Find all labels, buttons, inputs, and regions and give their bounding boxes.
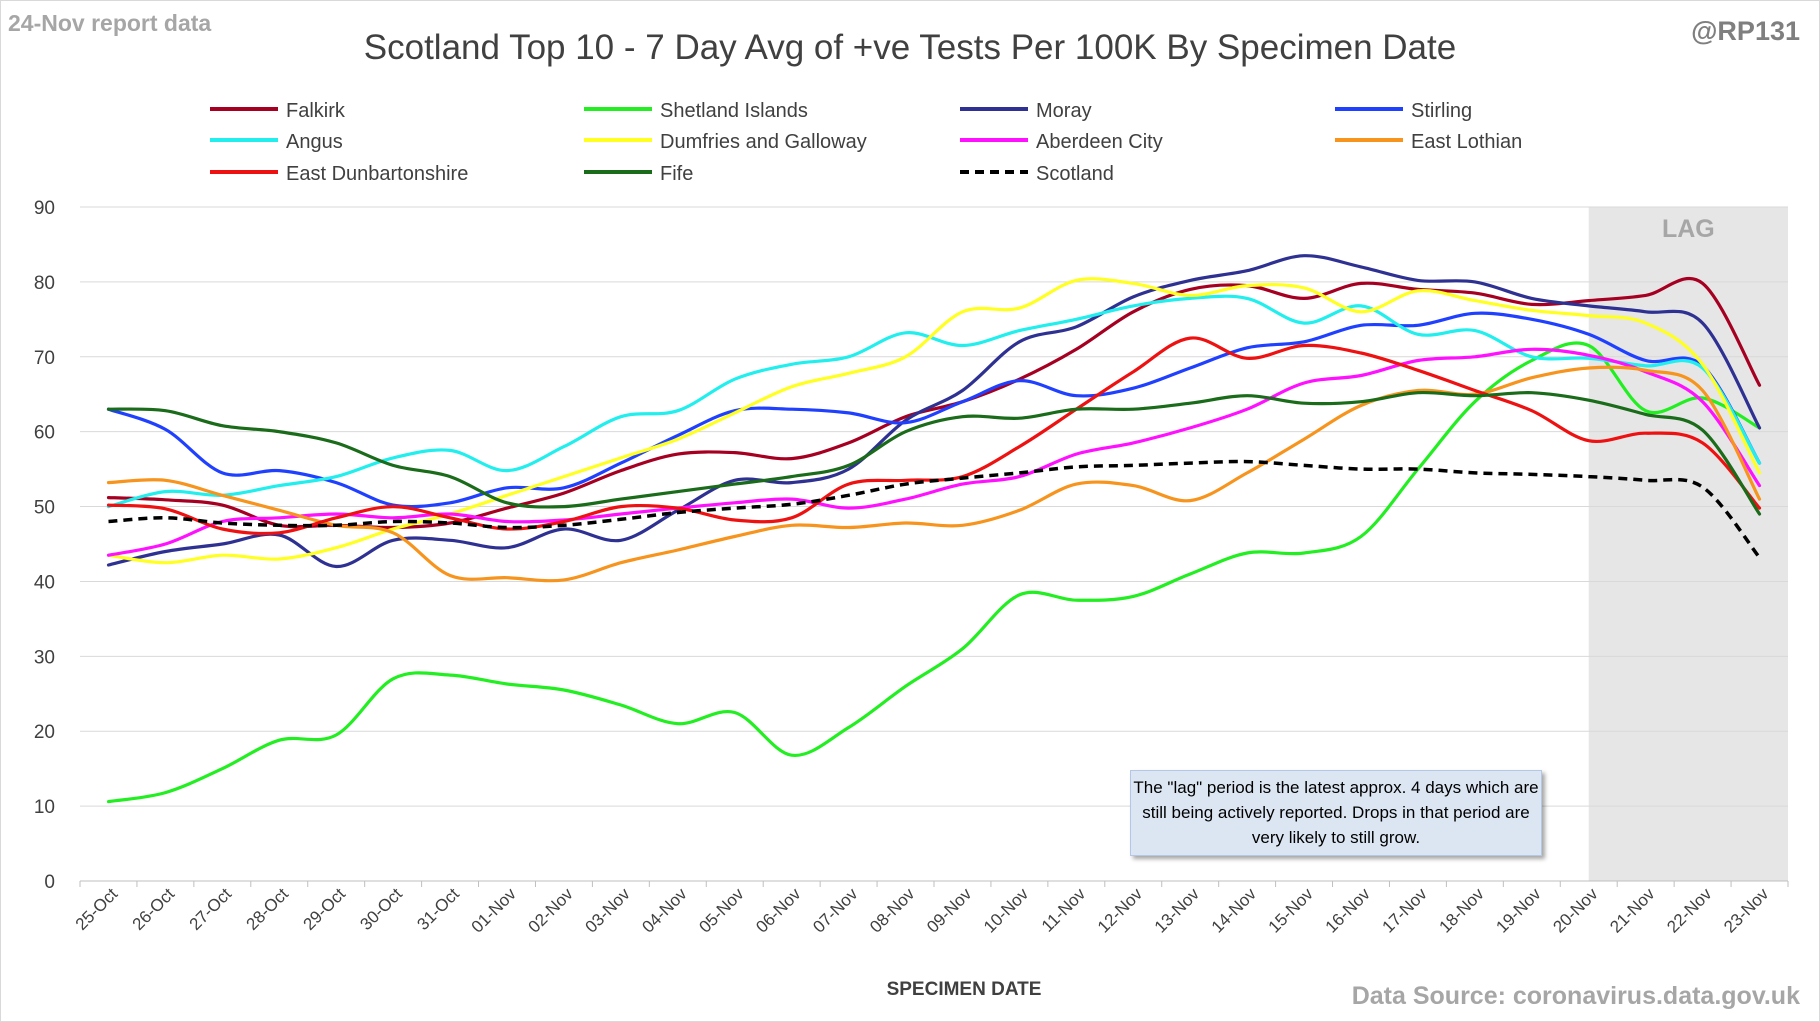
series-line-aberdeen-city [106, 347, 1762, 557]
x-tick-label: 15-Nov [1265, 884, 1318, 937]
x-tick-label: 07-Nov [809, 884, 862, 937]
x-tick-label: 09-Nov [923, 884, 976, 937]
y-tick-label: 10 [34, 797, 55, 818]
x-tick-label: 25-Oct [72, 884, 122, 934]
series-line-dumfries-and-galloway [106, 277, 1762, 565]
x-tick-label: 12-Nov [1094, 884, 1147, 937]
x-tick-label: 28-Oct [243, 884, 293, 934]
x-tick-label: 19-Nov [1492, 884, 1545, 937]
series-line-angus [106, 294, 1762, 509]
y-tick-label: 70 [34, 348, 55, 369]
legend-label-fife: Fife [660, 163, 693, 185]
x-tick-label: 26-Oct [129, 884, 179, 934]
x-tick-label: 18-Nov [1436, 884, 1489, 937]
x-tick-label: 29-Oct [300, 884, 350, 934]
legend-label-scotland: Scotland [1036, 163, 1114, 185]
y-tick-label: 90 [34, 198, 55, 219]
legend-label-east-lothian: East Lothian [1411, 131, 1522, 153]
legend-label-moray: Moray [1036, 100, 1092, 122]
x-tick-label: 11-Nov [1038, 884, 1090, 936]
legend-label-stirling: Stirling [1411, 100, 1472, 122]
x-tick-label: 16-Nov [1322, 884, 1375, 937]
x-tick-label: 01-Nov [468, 884, 521, 937]
x-tick-label: 23-Nov [1720, 884, 1773, 937]
y-tick-label: 30 [34, 647, 55, 668]
series-line-east-lothian [106, 365, 1762, 583]
lag-label: LAG [1662, 215, 1715, 243]
series-line-fife [106, 390, 1762, 516]
x-tick-label: 31-Oct [413, 884, 463, 934]
legend-label-angus: Angus [286, 131, 343, 153]
legend-label-east-dunbartonshire: East Dunbartonshire [286, 163, 468, 185]
x-tick-label: 10-Nov [980, 884, 1033, 937]
legend-label-dumfries-and-galloway: Dumfries and Galloway [660, 131, 867, 153]
series-line-moray [106, 254, 1762, 569]
x-tick-label: 05-Nov [695, 884, 748, 937]
legend-label-shetland-islands: Shetland Islands [660, 100, 808, 122]
y-tick-label: 20 [34, 722, 55, 743]
report-date-label: 24-Nov report data [8, 10, 212, 36]
x-tick-label: 04-Nov [638, 884, 691, 937]
x-tick-label: 22-Nov [1663, 884, 1716, 937]
x-tick-label: 21-Nov [1606, 884, 1659, 937]
data-source-label: Data Source: coronavirus.data.gov.uk [1351, 982, 1800, 1010]
x-tick-label: 13-Nov [1151, 884, 1204, 937]
x-tick-label: 02-Nov [525, 884, 578, 937]
series-line-stirling [106, 311, 1762, 509]
x-tick-label: 06-Nov [752, 884, 805, 937]
legend-label-aberdeen-city: Aberdeen City [1036, 131, 1163, 153]
y-tick-label: 50 [34, 498, 55, 519]
y-tick-label: 60 [34, 423, 55, 444]
y-tick-label: 0 [44, 872, 55, 893]
x-tick-label: 27-Oct [186, 884, 236, 934]
x-tick-label: 20-Nov [1549, 884, 1602, 937]
y-tick-label: 40 [34, 572, 55, 593]
series-line-shetland-islands [106, 341, 1762, 804]
lag-note-box: The "lag" period is the latest approx. 4… [1130, 770, 1542, 856]
x-axis-title: SPECIMEN DATE [887, 979, 1042, 1000]
x-tick-label: 30-Oct [356, 884, 406, 934]
series-line-scotland [108, 459, 1761, 559]
legend-label-falkirk: Falkirk [286, 100, 346, 122]
author-handle: @RP131 [1691, 16, 1800, 46]
x-tick-label: 14-Nov [1208, 884, 1261, 937]
y-tick-label: 80 [34, 273, 55, 294]
x-tick-label: 08-Nov [866, 884, 919, 937]
lag-region [1588, 207, 1788, 881]
series-line-east-dunbartonshire [106, 336, 1762, 536]
x-tick-label: 03-Nov [582, 884, 635, 937]
chart-title: Scotland Top 10 - 7 Day Avg of +ve Tests… [363, 28, 1457, 67]
x-tick-label: 17-Nov [1379, 884, 1432, 937]
